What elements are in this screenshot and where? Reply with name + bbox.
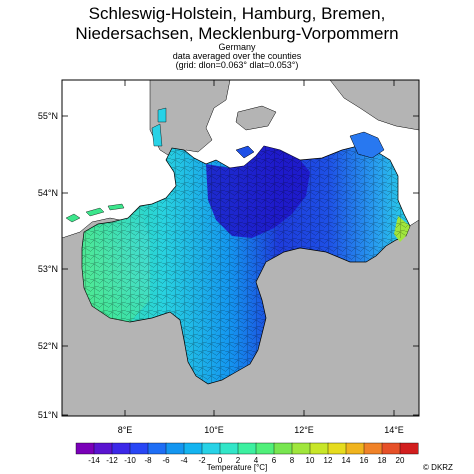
colorbar-tick-label: -2 (198, 456, 206, 465)
colorbar-tick-label: 4 (254, 456, 259, 465)
lon-label-8: 8°E (118, 425, 133, 435)
neighbor-land-denmark (149, 80, 231, 161)
colorbar-tick-label: -12 (106, 456, 118, 465)
credit-text: © DKRZ (423, 463, 453, 472)
colorbar-swatch (345, 442, 365, 455)
neighbor-land-sweden-coast (329, 80, 419, 131)
island-ruegen (349, 131, 385, 159)
lat-ticks (62, 115, 419, 416)
colorbar-tick-label: -14 (88, 456, 100, 465)
colorbar-tick-label: 14 (342, 456, 351, 465)
lon-label-10: 10°E (204, 425, 224, 435)
lat-label-53: 53°N (38, 264, 58, 274)
lat-label-51: 51°N (38, 410, 58, 420)
colorbar-tick-label: -4 (180, 456, 188, 465)
colorbar-tick-label: 18 (378, 456, 387, 465)
neighbor-island (235, 105, 277, 131)
colorbar-tick-label: 8 (290, 456, 295, 465)
colorbar-tick-label: 6 (272, 456, 277, 465)
subtitle-note: data averaged over the counties (172, 51, 302, 61)
colorbar-swatch (255, 442, 275, 455)
colorbar-title: Temperature [°C] (207, 463, 268, 472)
colorbar-tick-label: -8 (144, 456, 152, 465)
colorbar-swatch (93, 442, 113, 455)
lon-ticks (124, 80, 395, 416)
colorbar-swatch (201, 442, 221, 455)
colorbar-tick-label: 2 (236, 456, 241, 465)
colorbar-swatch (219, 442, 239, 455)
colorbar-swatch (291, 442, 311, 455)
subtitle-grid: (grid: dlon=0.063° dlat=0.053°) (175, 60, 299, 70)
islands-east-frisian (65, 203, 125, 223)
lat-label-55: 55°N (38, 111, 58, 121)
colorbar-tick-label: 16 (360, 456, 369, 465)
colorbar-swatch (399, 442, 419, 455)
colorbar-swatch (327, 442, 347, 455)
colorbar-swatch (75, 442, 95, 455)
colorbar-swatch (165, 442, 185, 455)
colorbar-swatch (237, 442, 257, 455)
map-frame (61, 79, 420, 417)
colorbar-tick-label: 20 (396, 456, 405, 465)
title-line-1: Schleswig-Holstein, Hamburg, Bremen, (88, 4, 386, 23)
colorbar-swatch (363, 442, 383, 455)
colorbar-tick-label: -10 (124, 456, 136, 465)
island-fehmarn (235, 145, 255, 159)
colorbar-swatch (381, 442, 401, 455)
colorbar-swatch (111, 442, 131, 455)
colorbar-swatch (273, 442, 293, 455)
colorbar-swatch (147, 442, 167, 455)
colorbar-swatch (183, 442, 203, 455)
subtitle-country: Germany (218, 42, 256, 52)
colorbar-tick-label: 10 (306, 456, 315, 465)
colorbar-tick-label: -6 (162, 456, 170, 465)
colorbar-tick-label: 0 (218, 456, 223, 465)
county-borders (82, 146, 410, 384)
lon-label-12: 12°E (294, 425, 314, 435)
colorbar-swatch (309, 442, 329, 455)
title-line-2: Niedersachsen, Mecklenburg-Vorpommern (75, 24, 399, 43)
colorbar-tick-label: 12 (324, 456, 333, 465)
lat-label-52: 52°N (38, 341, 58, 351)
island-west-frisian (151, 107, 167, 147)
lat-label-54: 54°N (38, 188, 58, 198)
colorbar: -14 -12 -10 -8 -6 -4 -2 0 2 4 6 8 10 12 14 16 18 20 (75, 442, 419, 465)
lon-label-14: 14°E (384, 425, 404, 435)
colorbar-swatch (129, 442, 149, 455)
